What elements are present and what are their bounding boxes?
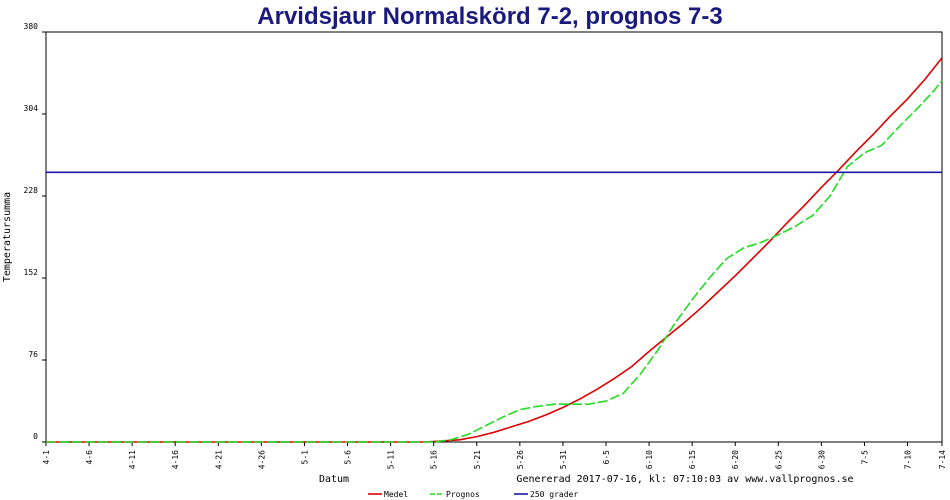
x-tick-label: 4-1 <box>42 450 51 465</box>
x-tick-label: 5-26 <box>516 450 525 469</box>
x-tick-label: 4-6 <box>85 450 94 465</box>
plot-frame <box>45 31 943 443</box>
x-tick-label: 6-5 <box>602 450 611 465</box>
series-line-medel <box>46 57 943 443</box>
legend-label: Medel <box>384 490 408 499</box>
y-axis: 0 76 152 228 304 380 <box>24 22 46 443</box>
x-tick-label: 4-11 <box>128 450 137 469</box>
x-tick-label: 5-11 <box>387 450 396 469</box>
x-tick-label: 6-10 <box>645 450 654 469</box>
y-tick-label: 304 <box>24 104 39 113</box>
x-tick-label: 5-16 <box>430 450 439 469</box>
x-tick-label: 6-25 <box>774 450 783 469</box>
x-tick-label: 4-21 <box>214 450 223 469</box>
x-tick-label: 5-31 <box>559 450 568 469</box>
x-tick-label: 6-20 <box>731 450 740 469</box>
generated-footer: Genererad 2017-07-16, kl: 07:10:03 av ww… <box>516 474 853 485</box>
y-tick-label: 152 <box>24 268 39 277</box>
x-tick-label: 5-1 <box>300 450 309 465</box>
chart-title: Arvidsjaur Normalskörd 7-2, prognos 7-3 <box>257 3 722 30</box>
x-tick-label: 6-30 <box>817 450 826 469</box>
y-tick-label: 0 <box>33 432 38 441</box>
y-tick-label: 228 <box>24 186 39 195</box>
x-axis: 4-1 4-6 4-11 4-16 4-21 4-26 5-1 5-6 5-11 5-16 5-21… <box>42 442 947 469</box>
y-tick-label: 76 <box>28 350 38 359</box>
series-line-prognos <box>46 80 943 443</box>
x-axis-label: Datum <box>319 474 349 485</box>
x-tick-label: 7-14 <box>938 450 947 469</box>
y-axis-label: Temperatursumma <box>2 192 13 282</box>
x-tick-label: 4-26 <box>257 450 266 469</box>
series-lines <box>46 57 943 443</box>
x-tick-label: 7-10 <box>904 450 913 469</box>
legend-label: 250 grader <box>530 490 578 499</box>
x-tick-label: 4-16 <box>171 450 180 469</box>
y-tick-label: 380 <box>24 22 39 31</box>
x-tick-label: 6-15 <box>688 450 697 469</box>
legend-label: Prognos <box>446 490 480 499</box>
x-tick-label: 7-5 <box>860 450 869 465</box>
legend: Medel Prognos 250 grader <box>368 490 578 499</box>
x-tick-label: 5-21 <box>473 450 482 469</box>
x-tick-label: 5-6 <box>344 450 353 465</box>
